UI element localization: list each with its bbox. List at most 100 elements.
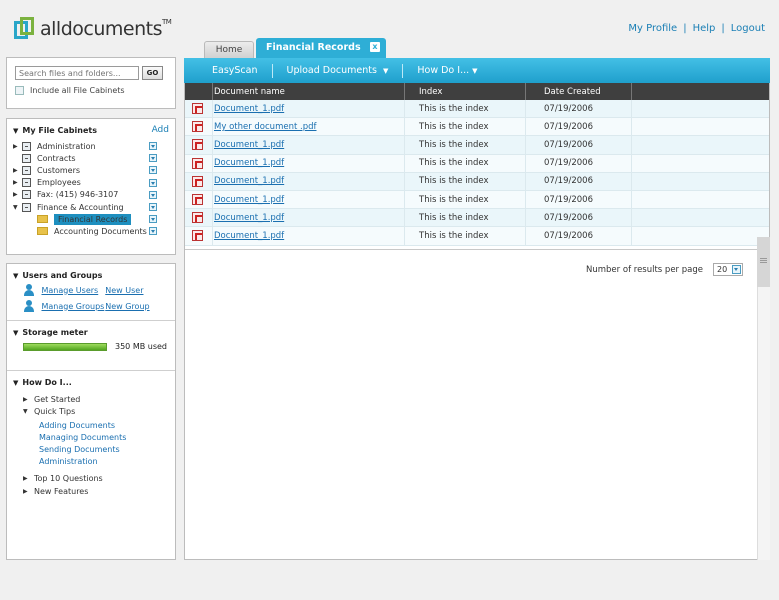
- collapse-arrow-icon[interactable]: ▼: [13, 203, 18, 211]
- upload-documents-menu[interactable]: Upload Documents ▼: [286, 65, 389, 76]
- table-row[interactable]: Document_1.pdf This is the index 07/19/200…: [185, 136, 769, 155]
- left-sidebar-panel: ▼ Users and Groups Manage Users New User …: [6, 263, 176, 560]
- cabinet-fax[interactable]: ▶ Fax: (415) 946-3107: [13, 189, 169, 201]
- howdo-menu[interactable]: How Do I... ▼: [417, 65, 478, 76]
- scrollbar-thumb[interactable]: [757, 237, 770, 287]
- dropdown-icon[interactable]: [149, 227, 157, 236]
- collapse-triangle-icon[interactable]: ▼: [13, 379, 19, 387]
- tab-financial-records[interactable]: Financial Records x: [256, 38, 386, 59]
- document-link[interactable]: Document_1.pdf: [214, 176, 285, 187]
- tab-home[interactable]: Home: [204, 41, 254, 59]
- collapse-arrow-icon[interactable]: ▼: [23, 408, 28, 416]
- add-cabinet-link[interactable]: Add: [151, 125, 169, 135]
- table-row[interactable]: Document_1.pdf This is the index 07/19/200…: [185, 190, 769, 210]
- vertical-scrollbar[interactable]: [757, 237, 770, 560]
- tip-link[interactable]: Adding Documents: [39, 420, 116, 430]
- header-links: My Profile | Help | Logout: [628, 23, 765, 34]
- user-icon: [23, 284, 34, 296]
- file-cabinets-panel: ▼ My File Cabinets Add ▶ Administration Co…: [6, 118, 176, 255]
- expand-arrow-icon[interactable]: ▶: [13, 166, 18, 174]
- table-row[interactable]: Document_1.pdf This is the index 07/19/200…: [185, 100, 769, 119]
- collapse-triangle-icon[interactable]: ▼: [13, 272, 19, 280]
- users-groups-section: ▼ Users and Groups Manage Users New User …: [7, 264, 175, 321]
- document-link[interactable]: Document_1.pdf: [214, 103, 285, 114]
- document-link[interactable]: Document_1.pdf: [214, 158, 285, 169]
- table-row[interactable]: Document_1.pdf This is the index 07/19/200…: [185, 154, 769, 173]
- my-profile-link[interactable]: My Profile: [628, 23, 678, 34]
- easyscan-button[interactable]: EasyScan: [212, 65, 258, 76]
- table-row[interactable]: Document_1.pdf This is the index 07/19/200…: [185, 172, 769, 191]
- go-button[interactable]: GO: [142, 66, 163, 80]
- chevron-down-icon: [732, 265, 741, 274]
- cabinet-icon: [22, 141, 31, 151]
- collapse-triangle-icon[interactable]: ▼: [13, 329, 19, 337]
- manage-groups-link[interactable]: Manage Groups: [41, 301, 105, 311]
- file-cabinets-title: My File Cabinets: [22, 125, 97, 135]
- column-document-name[interactable]: Document name: [213, 83, 405, 100]
- tip-link[interactable]: Managing Documents: [39, 432, 127, 442]
- new-user-link[interactable]: New User: [105, 285, 144, 295]
- include-all-label: Include all File Cabinets: [30, 86, 125, 95]
- new-group-link[interactable]: New Group: [105, 301, 150, 311]
- storage-bar: [23, 342, 107, 351]
- results-per-page-select[interactable]: 20: [713, 263, 743, 276]
- group-icon: [23, 300, 34, 312]
- cabinet-finance[interactable]: ▼ Finance & Accounting: [13, 201, 169, 213]
- dropdown-icon[interactable]: [149, 142, 157, 150]
- document-list: Document name Index Date Created Documen…: [184, 83, 770, 560]
- cabinet-contracts[interactable]: Contracts: [13, 152, 169, 164]
- expand-arrow-icon[interactable]: ▶: [13, 142, 18, 150]
- cabinet-administration[interactable]: ▶ Administration: [13, 140, 169, 152]
- dropdown-icon[interactable]: [149, 190, 157, 199]
- cabinet-icon: [22, 178, 31, 188]
- search-panel: GO Include all File Cabinets: [6, 57, 176, 109]
- collapse-triangle-icon[interactable]: ▼: [13, 126, 19, 135]
- search-input[interactable]: [15, 66, 139, 80]
- pdf-icon: [192, 121, 203, 133]
- column-date-created[interactable]: Date Created: [526, 83, 632, 100]
- tab-label: Financial Records: [266, 42, 361, 53]
- separator: |: [721, 23, 725, 34]
- toolbar-divider: [271, 63, 273, 78]
- top10-item[interactable]: ▶ Top 10 Questions: [23, 474, 103, 484]
- include-all-checkbox[interactable]: [15, 86, 24, 95]
- howdo-section: ▼ How Do I... ▶ Get Started ▼ Quick Tips Ad…: [7, 371, 175, 504]
- column-index[interactable]: Index: [405, 83, 526, 100]
- table-row[interactable]: My other document .pdf This is the index 0…: [185, 118, 769, 137]
- get-started-item[interactable]: ▶ Get Started: [23, 394, 81, 404]
- dropdown-icon[interactable]: [149, 215, 157, 224]
- expand-arrow-icon[interactable]: ▶: [13, 179, 18, 187]
- tip-link[interactable]: Administration: [39, 457, 98, 467]
- pdf-icon: [192, 194, 203, 206]
- dropdown-icon[interactable]: [149, 202, 157, 211]
- tip-link[interactable]: Sending Documents: [39, 445, 120, 455]
- close-icon[interactable]: x: [370, 42, 380, 52]
- document-link[interactable]: Document_1.pdf: [214, 230, 285, 241]
- expand-arrow-icon[interactable]: ▶: [23, 475, 28, 483]
- logout-link[interactable]: Logout: [730, 23, 765, 34]
- document-link[interactable]: Document_1.pdf: [214, 194, 285, 205]
- document-link[interactable]: My other document .pdf: [214, 121, 317, 132]
- folder-accounting-documents[interactable]: Accounting Documents: [13, 225, 169, 237]
- document-link[interactable]: Document_1.pdf: [214, 212, 285, 223]
- quick-tips-item[interactable]: ▼ Quick Tips: [23, 407, 76, 417]
- dropdown-icon[interactable]: [149, 154, 157, 163]
- table-row[interactable]: Document_1.pdf This is the index 07/19/200…: [185, 227, 769, 246]
- expand-arrow-icon[interactable]: ▶: [23, 395, 28, 403]
- results-per-page-label: Number of results per page: [586, 264, 703, 275]
- new-features-item[interactable]: ▶ New Features: [23, 486, 89, 496]
- help-link[interactable]: Help: [692, 23, 716, 34]
- storage-used-label: 350 MB used: [115, 342, 167, 351]
- document-link[interactable]: Document_1.pdf: [214, 139, 285, 150]
- pdf-icon: [192, 103, 203, 115]
- manage-users-link[interactable]: Manage Users: [41, 285, 99, 295]
- expand-arrow-icon[interactable]: ▶: [23, 487, 28, 495]
- table-row[interactable]: Document_1.pdf This is the index 07/19/200…: [185, 209, 769, 228]
- expand-arrow-icon[interactable]: ▶: [13, 191, 18, 199]
- pdf-icon: [192, 139, 203, 151]
- folder-financial-records[interactable]: Financial Records: [13, 213, 169, 225]
- dropdown-icon[interactable]: [149, 166, 157, 175]
- cabinet-customers[interactable]: ▶ Customers: [13, 164, 169, 176]
- cabinet-employees[interactable]: ▶ Employees: [13, 177, 169, 189]
- dropdown-icon[interactable]: [149, 178, 157, 187]
